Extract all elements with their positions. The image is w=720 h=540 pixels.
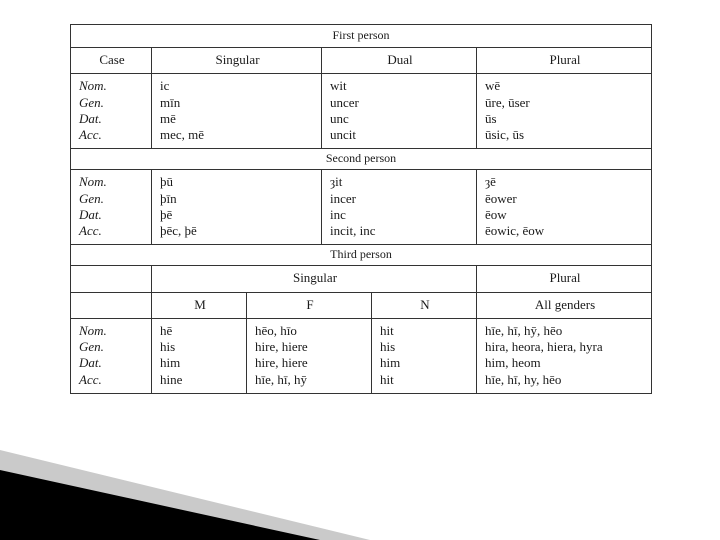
second-dual: ȝit incer inc incit, inc bbox=[321, 170, 476, 244]
first-plural: wē ūre, ūser ūs ūsic, ūs bbox=[476, 74, 651, 148]
second-plural: ȝē ēower ēow ēowic, ēow bbox=[476, 170, 651, 244]
page: First person Case Singular Dual Plural N… bbox=[0, 0, 720, 540]
third-all: hīe, hī, hȳ, hēo hira, heora, hiera, hyr… bbox=[476, 319, 651, 393]
section-first-title: First person bbox=[71, 25, 651, 47]
third-subheader-2: M F N All genders bbox=[71, 292, 651, 318]
section-third-row: Third person bbox=[71, 244, 651, 265]
header-all: All genders bbox=[476, 293, 651, 318]
third-person-data: Nom. Gen. Dat. Acc. hē his him hine hēo,… bbox=[71, 318, 651, 393]
blank-case bbox=[71, 266, 151, 291]
second-singular: þū þīn þē þēc, þē bbox=[151, 170, 321, 244]
first-dual: wit uncer unc uncit bbox=[321, 74, 476, 148]
section-second-row: Second person bbox=[71, 148, 651, 169]
case-labels-3: Nom. Gen. Dat. Acc. bbox=[71, 319, 151, 393]
header-case: Case bbox=[71, 48, 151, 73]
second-person-data: Nom. Gen. Dat. Acc. þū þīn þē þēc, þē ȝi… bbox=[71, 169, 651, 244]
blank-case-2 bbox=[71, 293, 151, 318]
first-singular: ic mīn mē mec, mē bbox=[151, 74, 321, 148]
header-f: F bbox=[246, 293, 371, 318]
header-singular-3: Singular bbox=[151, 266, 476, 291]
section-second-title: Second person bbox=[71, 149, 651, 169]
first-person-data: Nom. Gen. Dat. Acc. ic mīn mē mec, mē wi… bbox=[71, 73, 651, 148]
third-subheader-1: Singular Plural bbox=[71, 265, 651, 291]
case-labels-1: Nom. Gen. Dat. Acc. bbox=[71, 74, 151, 148]
header-m: M bbox=[151, 293, 246, 318]
third-f: hēo, hīo hire, hiere hire, hiere hīe, hī… bbox=[246, 319, 371, 393]
header-plural-3: Plural bbox=[476, 266, 651, 291]
slide-wedge bbox=[0, 470, 320, 540]
third-n: hit his him hit bbox=[371, 319, 476, 393]
header-singular: Singular bbox=[151, 48, 321, 73]
case-labels-2: Nom. Gen. Dat. Acc. bbox=[71, 170, 151, 244]
section-third-title: Third person bbox=[71, 245, 651, 265]
header-dual: Dual bbox=[321, 48, 476, 73]
header-plural: Plural bbox=[476, 48, 651, 73]
third-m: hē his him hine bbox=[151, 319, 246, 393]
header-row-1: Case Singular Dual Plural bbox=[71, 47, 651, 73]
header-n: N bbox=[371, 293, 476, 318]
pronoun-table: First person Case Singular Dual Plural N… bbox=[70, 24, 652, 394]
